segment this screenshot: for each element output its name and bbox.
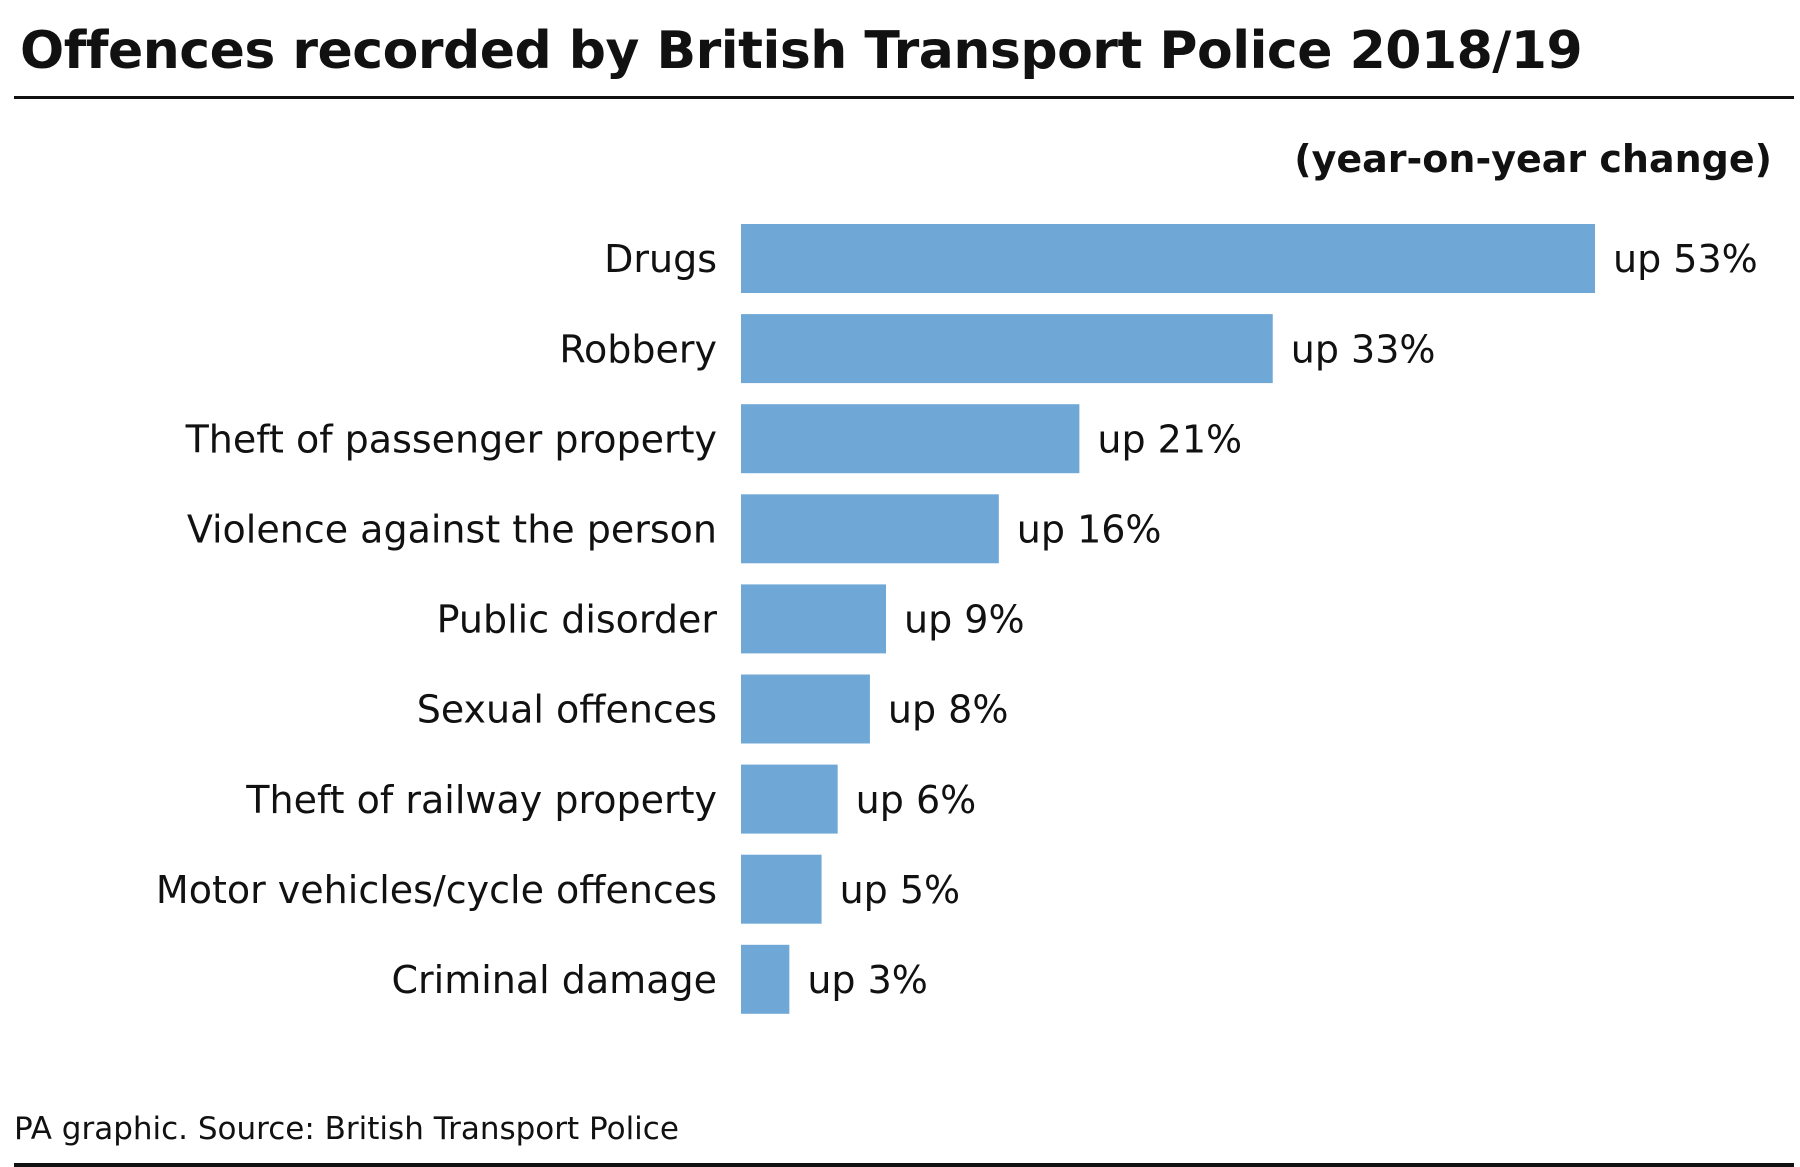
- category-label: Public disorder: [437, 598, 718, 642]
- data-label: up 6%: [856, 778, 977, 822]
- category-label: Theft of passenger property: [185, 417, 717, 461]
- bar: [741, 224, 1595, 293]
- bar-chart: (year-on-year change) Drugs up 53% Robbery…: [156, 137, 1772, 1014]
- chart-title: Offences recorded by British Transport P…: [20, 21, 1583, 81]
- source-footer: PA graphic. Source: British Transport Po…: [14, 1111, 679, 1147]
- category-label: Sexual offences: [417, 688, 717, 732]
- bar: [741, 314, 1273, 384]
- bar: [741, 404, 1080, 474]
- bar: [741, 944, 790, 1014]
- data-label: up 9%: [904, 598, 1025, 642]
- category-label: Motor vehicles/cycle offences: [156, 868, 717, 912]
- category-label: Robbery: [559, 327, 717, 371]
- category-label: Drugs: [604, 237, 717, 281]
- data-label: up 8%: [888, 688, 1009, 732]
- footer-divider: [14, 1163, 1794, 1167]
- data-label: up 53%: [1613, 237, 1758, 281]
- data-label: up 16%: [1017, 507, 1162, 551]
- category-label: Theft of railway property: [245, 778, 717, 822]
- title-divider: [14, 96, 1794, 99]
- bar: [741, 494, 999, 564]
- data-label: up 33%: [1291, 327, 1436, 371]
- bars-layer: Drugs up 53% Robbery up 33% Theft of passeng…: [156, 224, 1758, 1014]
- data-label: up 5%: [840, 868, 961, 912]
- data-label: up 21%: [1097, 417, 1242, 461]
- category-label: Criminal damage: [391, 958, 717, 1002]
- bar: [741, 674, 870, 744]
- bar: [741, 584, 887, 654]
- bar: [741, 764, 838, 834]
- category-label: Violence against the person: [187, 507, 717, 551]
- data-label: up 3%: [807, 958, 928, 1002]
- bar: [741, 854, 822, 924]
- chart-subtitle: (year-on-year change): [1294, 137, 1772, 181]
